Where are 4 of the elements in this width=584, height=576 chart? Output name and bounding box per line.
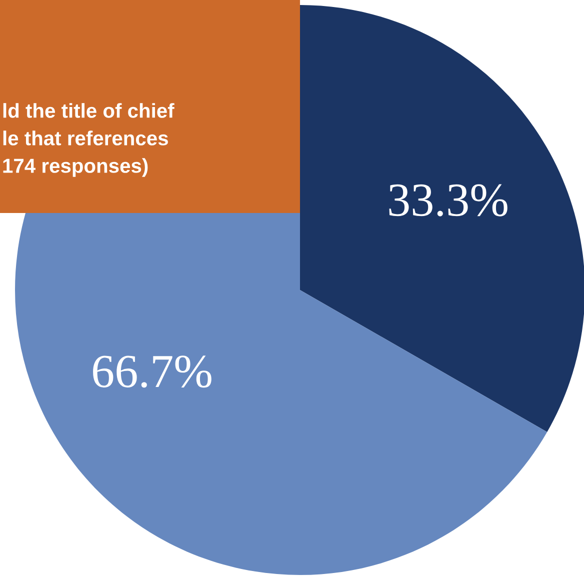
data-label: 66.7% <box>93 356 212 388</box>
text: ld the title of chief le that references 174 responses) <box>3 103 174 177</box>
data-label: 33.3% <box>389 184 508 216</box>
pie-slice <box>300 5 584 432</box>
